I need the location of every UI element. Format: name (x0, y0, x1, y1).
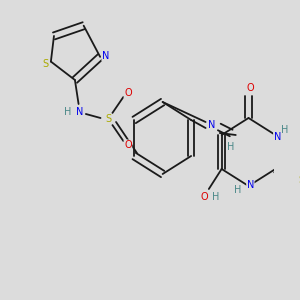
Text: O: O (200, 192, 208, 202)
Text: N: N (247, 180, 254, 190)
Text: N: N (208, 120, 216, 130)
Text: H: H (234, 185, 241, 195)
Text: H: H (64, 107, 71, 117)
Text: N: N (274, 132, 281, 142)
Text: O: O (124, 88, 132, 98)
Text: N: N (76, 107, 83, 117)
Text: O: O (124, 140, 132, 150)
Text: S: S (106, 114, 112, 124)
Text: S: S (298, 175, 300, 185)
Text: H: H (226, 142, 234, 152)
Text: H: H (281, 125, 288, 135)
Text: O: O (247, 83, 254, 93)
Text: N: N (102, 51, 109, 61)
Text: S: S (42, 58, 49, 69)
Text: H: H (212, 192, 220, 202)
